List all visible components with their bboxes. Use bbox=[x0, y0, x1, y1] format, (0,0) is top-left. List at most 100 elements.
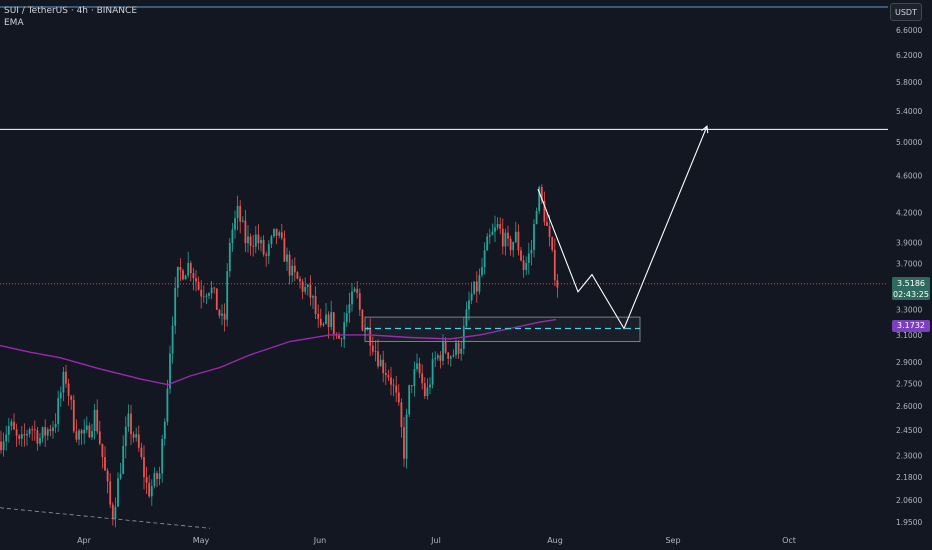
candle-body bbox=[98, 431, 101, 444]
candle-body bbox=[325, 314, 327, 324]
candle-body bbox=[317, 313, 320, 319]
candle-body bbox=[158, 473, 161, 480]
candle-body bbox=[309, 284, 312, 298]
candle-body bbox=[26, 433, 28, 436]
price-tick-label: 4.2000 bbox=[896, 208, 922, 217]
candle-body bbox=[442, 342, 444, 361]
candle-body bbox=[338, 335, 340, 339]
candle-body bbox=[486, 236, 489, 251]
candle-body bbox=[166, 388, 169, 422]
candle-body bbox=[192, 273, 195, 279]
candle-body bbox=[109, 481, 112, 505]
candle-body bbox=[517, 231, 520, 251]
currency-button[interactable]: USDT bbox=[890, 3, 922, 21]
candle-body bbox=[62, 371, 65, 393]
candle-body bbox=[70, 396, 73, 400]
candle-body bbox=[127, 413, 130, 427]
ema-price-tag: 3.1732 bbox=[892, 320, 930, 332]
candle-body bbox=[130, 413, 132, 435]
candle-body bbox=[96, 409, 99, 432]
candle-body bbox=[2, 441, 5, 451]
candle-body bbox=[148, 482, 151, 497]
candle-body bbox=[270, 236, 273, 245]
candle-body bbox=[153, 473, 156, 487]
candle-body bbox=[200, 289, 203, 297]
candle-body bbox=[20, 434, 23, 439]
candle-body bbox=[369, 328, 372, 346]
candle-body bbox=[114, 506, 117, 519]
candle-body bbox=[88, 425, 91, 438]
candle-body bbox=[413, 369, 416, 387]
candle-body bbox=[135, 434, 138, 438]
candle-body bbox=[49, 429, 52, 432]
candle-body bbox=[254, 234, 257, 247]
candle-body bbox=[278, 232, 281, 236]
candle-body bbox=[78, 430, 80, 440]
candle-body bbox=[182, 270, 184, 280]
price-tick-label: 2.7500 bbox=[896, 379, 922, 388]
price-tick-label: 2.4500 bbox=[896, 426, 922, 435]
candle-body bbox=[299, 278, 301, 282]
last-price-value: 3.5186 bbox=[897, 279, 925, 288]
price-tick-label: 1.9500 bbox=[896, 518, 922, 527]
candle-body bbox=[262, 240, 265, 255]
candle-body bbox=[449, 356, 452, 359]
candle-body bbox=[374, 351, 377, 353]
candle-body bbox=[23, 434, 26, 436]
indicator-label: EMA bbox=[4, 18, 24, 28]
candle-body bbox=[496, 224, 499, 228]
support-zone bbox=[364, 316, 641, 342]
candle-body bbox=[340, 338, 343, 340]
candle-body bbox=[137, 434, 140, 448]
candle-body bbox=[75, 431, 78, 440]
candle-body bbox=[314, 296, 317, 314]
candlestick-series bbox=[0, 184, 559, 528]
candle-body bbox=[343, 322, 346, 340]
candle-body bbox=[163, 421, 166, 439]
candle-body bbox=[512, 242, 515, 251]
candle-body bbox=[111, 504, 114, 519]
candle-body bbox=[491, 231, 494, 235]
candle-body bbox=[475, 281, 478, 292]
candle-body bbox=[509, 238, 512, 251]
candle-body bbox=[267, 244, 270, 256]
price-tick-label: 5.0000 bbox=[896, 138, 922, 147]
support-zone-box bbox=[364, 316, 641, 342]
candle-body bbox=[293, 265, 296, 273]
price-tick-label: 3.1000 bbox=[896, 331, 922, 340]
candle-body bbox=[179, 266, 182, 271]
candle-body bbox=[421, 373, 424, 384]
candle-body bbox=[452, 354, 455, 357]
candle-body bbox=[423, 383, 426, 397]
candle-body bbox=[15, 429, 18, 436]
candle-body bbox=[431, 359, 434, 385]
candle-body bbox=[260, 240, 262, 244]
candle-body bbox=[18, 435, 21, 439]
candle-body bbox=[556, 280, 559, 288]
candle-body bbox=[312, 296, 314, 298]
candle-body bbox=[546, 222, 548, 226]
candle-body bbox=[150, 486, 153, 497]
candle-body bbox=[426, 387, 429, 397]
candle-body bbox=[52, 427, 54, 432]
candle-body bbox=[286, 254, 288, 262]
candle-body bbox=[410, 385, 413, 387]
candle-body bbox=[176, 266, 179, 288]
candle-body bbox=[145, 477, 148, 483]
candle-body bbox=[530, 249, 533, 254]
candle-body bbox=[10, 421, 13, 427]
candle-body bbox=[527, 253, 530, 263]
candle-body bbox=[548, 225, 551, 238]
candle-body bbox=[390, 377, 392, 385]
candle-body bbox=[210, 287, 213, 294]
candle-body bbox=[468, 300, 470, 310]
price-tick-label: 2.1800 bbox=[896, 473, 922, 482]
candle-body bbox=[418, 363, 421, 374]
candle-body bbox=[57, 398, 60, 425]
time-tick-label: Jun bbox=[313, 536, 327, 545]
candle-body bbox=[330, 312, 333, 328]
candle-body bbox=[0, 441, 2, 451]
candle-body bbox=[540, 186, 543, 201]
candle-body bbox=[187, 263, 190, 276]
